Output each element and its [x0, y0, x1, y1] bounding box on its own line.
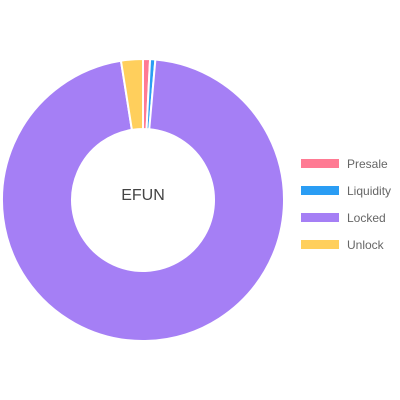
slice-locked[interactable]: [1, 58, 285, 342]
chart-legend: Presale Liquidity Locked Unlock: [301, 150, 397, 258]
legend-swatch-unlock: [301, 240, 339, 249]
donut-center-label: EFUN: [121, 187, 165, 204]
donut-slices: [1, 57, 285, 342]
legend-label-locked: Locked: [347, 210, 386, 225]
legend-item-locked[interactable]: Locked: [301, 204, 397, 231]
legend-swatch-locked: [301, 213, 339, 222]
legend-item-presale[interactable]: Presale: [301, 150, 397, 177]
legend-swatch-liquidity: [301, 186, 339, 195]
legend-swatch-presale: [301, 159, 339, 168]
legend-label-presale: Presale: [347, 156, 388, 171]
legend-label-liquidity: Liquidity: [347, 183, 392, 198]
legend-item-liquidity[interactable]: Liquidity: [301, 177, 397, 204]
slice-unlock[interactable]: [119, 57, 144, 132]
legend-label-unlock: Unlock: [347, 237, 384, 252]
legend-item-unlock[interactable]: Unlock: [301, 231, 397, 258]
